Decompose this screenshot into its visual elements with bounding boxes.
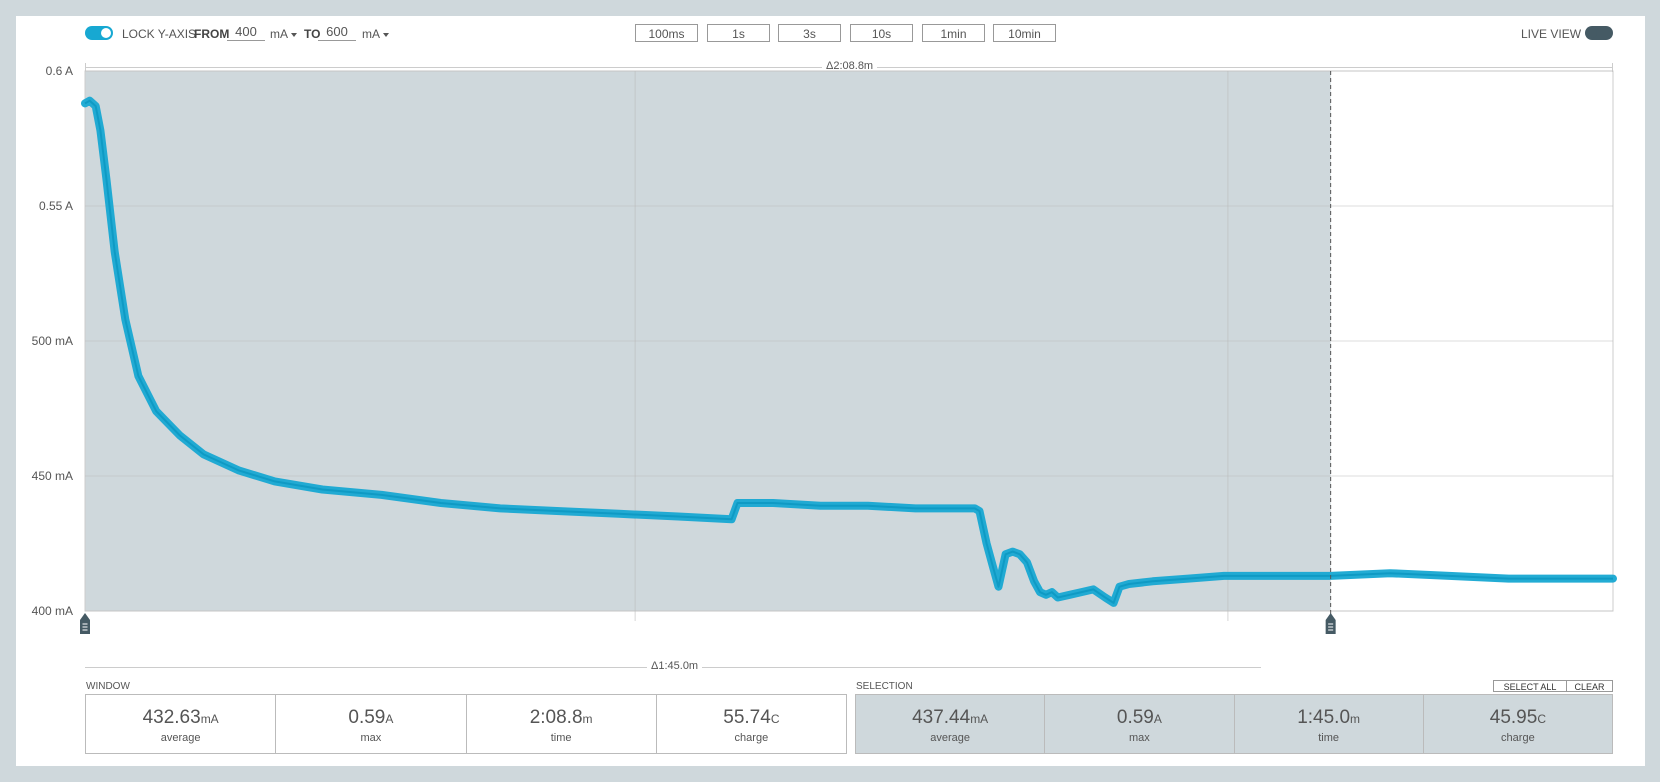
stat-name: average: [160, 732, 201, 744]
selection-start-handle[interactable]: [80, 613, 90, 634]
lock-y-axis-toggle[interactable]: [85, 26, 113, 40]
to-input[interactable]: [318, 22, 356, 41]
y-tick-label: 0.55 A: [39, 199, 73, 213]
toggle-knob: [101, 28, 111, 38]
stat-unit: mA: [200, 712, 219, 726]
selection-max: 0.59A max: [1045, 695, 1235, 753]
selection-charge: 45.95C charge: [1424, 695, 1612, 753]
to-unit-dropdown[interactable]: mA: [362, 27, 389, 41]
stat-name: time: [1318, 732, 1340, 744]
stat-unit: m: [1350, 712, 1361, 726]
y-tick-label: 500 mA: [32, 334, 73, 348]
lock-y-axis-label: LOCK Y-AXIS: [122, 27, 197, 41]
from-label: FROM: [194, 27, 230, 41]
window-delta-indicator: Δ2:08.8m: [85, 60, 1613, 74]
window-average: 432.63mA average: [86, 695, 277, 753]
stat-name: time: [550, 732, 572, 744]
window-time: 2:08.8m time: [467, 695, 657, 753]
delta-tick-right: [1612, 63, 1613, 72]
chevron-down-icon: [291, 32, 297, 37]
select-all-button[interactable]: SELECT ALL: [1493, 680, 1567, 692]
selection-average: 437.44mA average: [856, 695, 1046, 753]
stat-value: 437.44: [912, 707, 971, 728]
stat-value: 55.74: [723, 707, 771, 728]
window-delta-label: Δ2:08.8m: [822, 60, 878, 72]
stat-value: 0.59: [348, 707, 386, 728]
y-tick-label: 0.6 A: [46, 64, 73, 78]
stat-name: charge: [1501, 732, 1535, 744]
stat-value: 1:45.0: [1297, 707, 1351, 728]
to-unit-label: mA: [362, 27, 380, 41]
y-tick-label: 450 mA: [32, 469, 73, 483]
toggle-knob: [1587, 28, 1597, 38]
window-button-10s[interactable]: 10s: [850, 24, 913, 42]
current-chart[interactable]: 0.6 A 0.55 A 500 mA 450 mA 400 mA: [16, 16, 1645, 656]
stat-name: charge: [734, 732, 769, 744]
stat-unit: A: [385, 712, 394, 726]
window-button-100ms[interactable]: 100ms: [635, 24, 698, 42]
stat-value: 45.95: [1489, 707, 1538, 728]
stat-name: max: [360, 732, 382, 744]
stat-name: max: [1128, 732, 1150, 744]
selection-stats: 437.44mA average 0.59A max 1:45.0m time …: [855, 694, 1613, 754]
stat-value: 2:08.8: [529, 707, 583, 728]
window-button-1s[interactable]: 1s: [707, 24, 770, 42]
stat-value: 0.59: [1116, 707, 1154, 728]
series-line-core: [84, 99, 1613, 604]
stat-unit: A: [1153, 712, 1162, 726]
y-tick-label: 400 mA: [32, 604, 73, 618]
chart-panel: LOCK Y-AXIS FROM mA TO mA 100ms 1s 3s 10…: [16, 16, 1645, 766]
from-unit-label: mA: [270, 27, 288, 41]
window-button-3s[interactable]: 3s: [778, 24, 841, 42]
window-stats-label: WINDOW: [86, 681, 130, 692]
window-max: 0.59A max: [276, 695, 467, 753]
window-stats: 432.63mA average 0.59A max 2:08.8m time …: [85, 694, 847, 754]
from-unit-dropdown[interactable]: mA: [270, 27, 297, 41]
from-input[interactable]: [227, 22, 265, 41]
toolbar: LOCK Y-AXIS FROM mA TO mA 100ms 1s 3s 10…: [16, 16, 1645, 52]
selection-delta-indicator: Δ1:45.0m: [85, 660, 1261, 674]
delta-tick-left: [85, 63, 86, 72]
chevron-down-icon: [383, 32, 389, 37]
selection-stats-label: SELECTION: [856, 681, 913, 692]
window-charge: 55.74C charge: [657, 695, 846, 753]
stat-unit: m: [582, 712, 593, 726]
stat-value: 432.63: [142, 707, 201, 728]
live-view-label: LIVE VIEW: [1521, 27, 1582, 41]
selection-end-handle[interactable]: [1325, 613, 1336, 634]
selection-time: 1:45.0m time: [1235, 695, 1424, 753]
clear-button[interactable]: CLEAR: [1566, 680, 1613, 692]
stat-unit: C: [770, 712, 780, 726]
stat-unit: C: [1537, 712, 1546, 726]
window-button-1min[interactable]: 1min: [922, 24, 985, 42]
live-view-toggle[interactable]: [1585, 26, 1613, 40]
window-button-10min[interactable]: 10min: [993, 24, 1056, 42]
stat-name: average: [930, 732, 970, 744]
selection-delta-label: Δ1:45.0m: [647, 660, 703, 672]
stat-unit: mA: [970, 712, 989, 726]
to-label: TO: [304, 27, 321, 41]
